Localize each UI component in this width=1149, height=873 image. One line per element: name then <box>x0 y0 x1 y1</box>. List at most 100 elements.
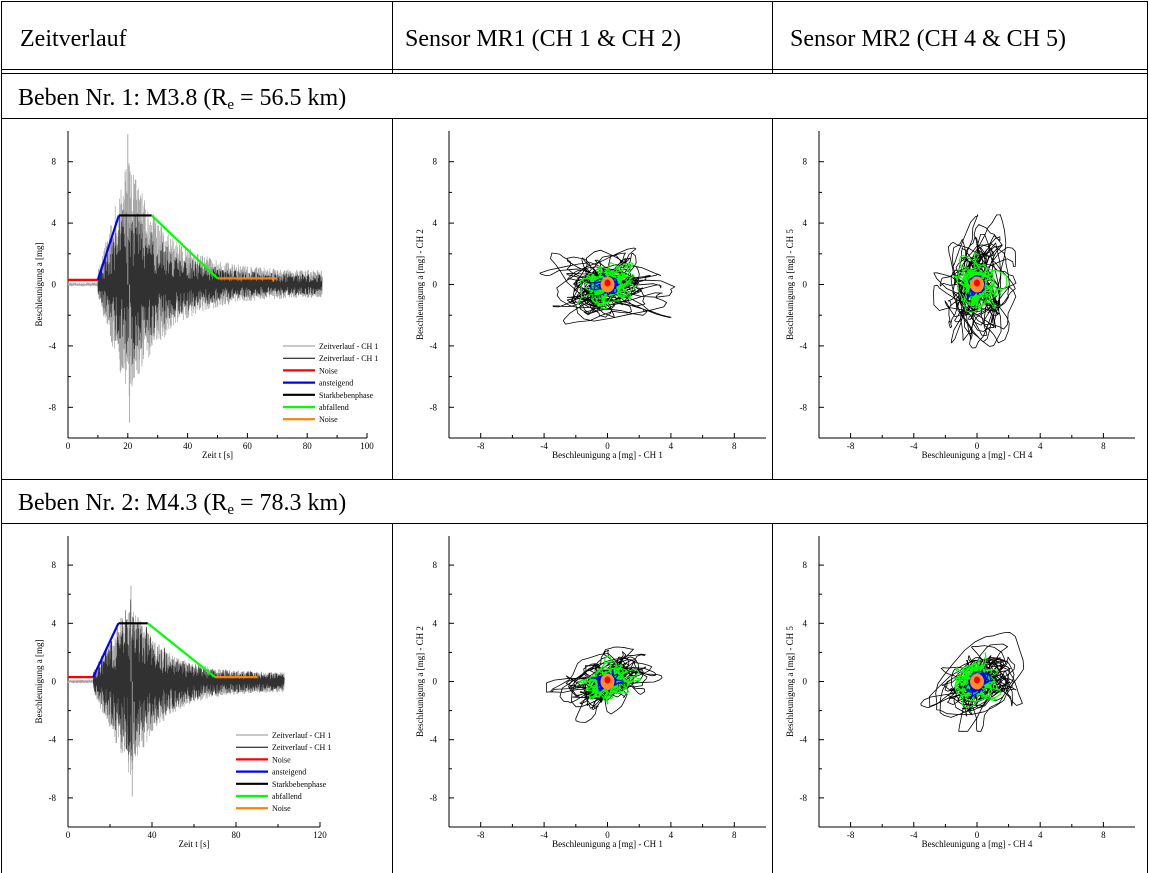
x-axis-title: Beschleunigung a [mg] - CH 4 <box>922 839 1033 849</box>
quake1-label: Beben Nr. 1: M3.8 (Re = 56.5 km) <box>18 83 346 113</box>
legend-label: Starkbebenphase <box>319 391 374 400</box>
y-tick-label: -4 <box>430 341 438 351</box>
orbit-traces <box>933 214 1017 349</box>
x-tick-label: 4 <box>1038 830 1043 840</box>
orbit-noise-center <box>604 279 611 287</box>
x-tick-label: -8 <box>477 830 485 840</box>
y-axis-title: Beschleunigung a [mg] - CH 2 <box>415 626 425 737</box>
signal-black-trace <box>97 209 323 365</box>
legend-label: ansteigend <box>272 768 306 777</box>
quake2-label-sub: e <box>227 502 234 518</box>
y-tick-label: -4 <box>800 341 808 351</box>
axes: -8 -4 0 4 8 -8 -4 0 4 8 Beschleunigung a [mg] - CH… <box>785 536 1135 849</box>
legend-label: abfallend <box>319 403 349 412</box>
table-border-top <box>1 1 1148 2</box>
axes: -8 -4 0 4 8 -8 -4 0 4 8 Beschleunigung a [mg] - CH… <box>415 131 766 460</box>
table-border-left <box>1 1 2 873</box>
x-tick-label: 4 <box>669 441 674 451</box>
x-tick-label: 80 <box>303 441 313 451</box>
x-tick-label: 4 <box>1038 441 1043 451</box>
y-tick-label: 8 <box>803 157 808 167</box>
quake1-label-sub: e <box>227 97 234 113</box>
x-tick-label: -4 <box>910 441 918 451</box>
y-tick-label: 0 <box>803 280 808 290</box>
orbit-noise-center <box>974 676 980 684</box>
time-series <box>67 134 323 423</box>
y-tick-label: 0 <box>52 677 57 687</box>
quake1-mr2-panel: -8 -4 0 4 8 -8 -4 0 4 8 Beschleunigung a [mg] - CH… <box>773 119 1147 479</box>
x-tick-label: 8 <box>732 830 737 840</box>
quake2-label-rule <box>1 523 1148 524</box>
y-tick-label: -4 <box>49 735 57 745</box>
y-tick-label: 4 <box>52 218 57 228</box>
header-sensor-mr1: Sensor MR1 (CH 1 & CH 2) <box>405 26 682 52</box>
y-tick-label: 0 <box>433 677 438 687</box>
x-tick-label: 8 <box>1101 830 1106 840</box>
y-tick-label: -8 <box>430 793 438 803</box>
x-tick-label: -8 <box>477 441 485 451</box>
x-tick-label: 0 <box>975 830 980 840</box>
x-tick-label: -4 <box>540 441 548 451</box>
legend-label: Zeitverlauf - CH 1 <box>319 342 378 351</box>
legend-label: Zeitverlauf - CH 1 <box>319 354 378 363</box>
y-tick-label: 4 <box>803 618 808 628</box>
x-tick-label: 0 <box>605 441 610 451</box>
y-tick-label: -8 <box>49 793 57 803</box>
y-tick-label: 4 <box>433 218 438 228</box>
quake2-mr1-chart: -8 -4 0 4 8 -8 -4 0 4 8 Beschleunigung a [mg] - CH… <box>415 536 766 849</box>
y-tick-label: -8 <box>430 402 438 412</box>
y-axis-title: Beschleunigung a [mg] - CH 2 <box>415 229 425 340</box>
quake2-col-divider-1 <box>392 523 393 873</box>
quake2-col-divider-2 <box>772 523 773 873</box>
legend-label: Zeitverlauf - CH 1 <box>272 731 331 740</box>
quake2-mr2-chart: -8 -4 0 4 8 -8 -4 0 4 8 Beschleunigung a [mg] - CH… <box>785 536 1135 849</box>
orbit-traces <box>920 632 1025 732</box>
y-axis-title: Beschleunigung a [mg] <box>34 243 44 327</box>
legend-label: Noise <box>319 415 338 424</box>
x-tick-label: 8 <box>1101 441 1106 451</box>
x-tick-label: 0 <box>66 441 71 451</box>
x-tick-label: -4 <box>910 830 918 840</box>
y-tick-label: 4 <box>803 218 808 228</box>
quake2-label-prefix: Beben Nr. 2: M4.3 (R <box>18 490 228 516</box>
x-axis-title: Beschleunigung a [mg] - CH 4 <box>922 450 1033 460</box>
legend-label: Noise <box>319 366 338 375</box>
x-tick-label: 40 <box>183 441 193 451</box>
quake1-label-suffix: = 56.5 km) <box>234 85 347 111</box>
y-tick-label: 0 <box>433 280 438 290</box>
legend-label: abfallend <box>272 792 302 801</box>
x-tick-label: -8 <box>847 441 855 451</box>
y-tick-label: 4 <box>52 618 57 628</box>
quake2-time-panel: -8 -4 0 4 8 0 40 80 120 Zeit t [s] Beschleunigung … <box>2 524 392 873</box>
y-tick-label: 0 <box>52 280 57 290</box>
quake1-col-divider-1 <box>392 118 393 480</box>
axes: -8 -4 0 4 8 -8 -4 0 4 8 Beschleunigung a [mg] - CH… <box>415 536 766 849</box>
y-tick-label: 8 <box>52 560 57 570</box>
y-tick-label: -8 <box>800 402 808 412</box>
orbit-noise-center <box>974 279 980 287</box>
envelope-abfallend <box>150 214 219 280</box>
header-col-divider-1 <box>392 1 393 74</box>
y-tick-label: 8 <box>803 560 808 570</box>
y-tick-label: -4 <box>430 735 438 745</box>
legend-label: ansteigend <box>319 379 353 388</box>
y-tick-label: 4 <box>433 618 438 628</box>
legend: Zeitverlauf - CH 1 Zeitverlauf - CH 1 Nois… <box>283 342 378 424</box>
orbit-traces <box>546 646 663 723</box>
x-tick-label: 0 <box>66 830 71 840</box>
x-tick-label: 60 <box>243 441 253 451</box>
y-axis-title: Beschleunigung a [mg] <box>34 640 44 724</box>
envelope-abfallend <box>147 622 216 678</box>
header-sensor-mr2: Sensor MR2 (CH 4 & CH 5) <box>790 26 1067 52</box>
envelope-ansteigend <box>96 215 120 281</box>
quake2-label: Beben Nr. 2: M4.3 (Re = 78.3 km) <box>18 488 346 518</box>
x-tick-label: 0 <box>975 441 980 451</box>
x-axis-title: Zeit t [s] <box>179 839 210 849</box>
x-tick-label: 20 <box>123 441 133 451</box>
legend-label: Noise <box>272 804 291 813</box>
quake1-col-divider-2 <box>772 118 773 480</box>
axes: -8 -4 0 4 8 -8 -4 0 4 8 Beschleunigung a [mg] - CH… <box>785 131 1135 460</box>
